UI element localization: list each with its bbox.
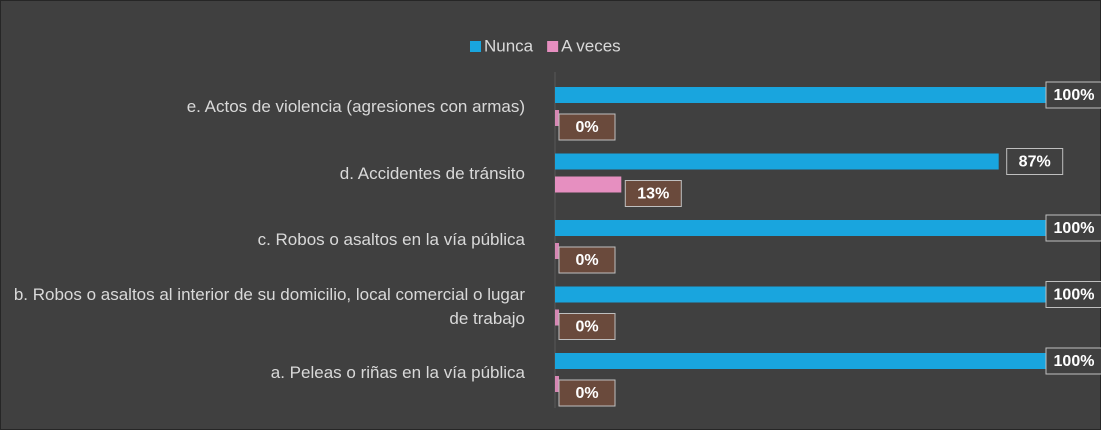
category-label: b. Robos o asaltos al interior de su dom… [13, 284, 525, 328]
category-label: c. Robos o asaltos en la vía pública [257, 230, 525, 249]
category-label: d. Accidentes de tránsito [339, 163, 525, 183]
value-label: 13% [637, 186, 669, 203]
bar-stub [555, 353, 559, 369]
value-label-box [1045, 81, 1101, 109]
value-label-box [1045, 214, 1101, 242]
value-label: 87% [1019, 154, 1051, 171]
bar [555, 87, 1065, 103]
category-label: e. Actos de violencia (agresiones con ar… [186, 97, 525, 116]
bar-stub [555, 309, 559, 326]
value-label: 100% [1054, 287, 1095, 304]
legend-label: Nunca [484, 36, 534, 55]
bar-stub [555, 176, 559, 193]
value-label-box [1006, 148, 1064, 175]
value-label-box [558, 246, 616, 274]
category-label: a. Peleas o riñas en la vía pública [270, 363, 525, 382]
bar-stub [555, 376, 559, 392]
value-label-box [558, 313, 616, 340]
bar [555, 286, 1065, 303]
value-label-box [1045, 347, 1101, 375]
legend-label: A veces [561, 36, 621, 55]
value-label: 100% [1054, 353, 1095, 370]
bar-stub [555, 220, 559, 236]
value-label: 0% [575, 119, 598, 136]
bar [555, 220, 1065, 236]
value-label: 0% [575, 252, 598, 269]
bar [555, 153, 999, 170]
value-label-box [624, 180, 682, 207]
value-label-box [558, 113, 616, 141]
bar-stub [555, 87, 559, 103]
bar [555, 176, 622, 193]
bar-stub [555, 153, 559, 170]
legend-swatch [470, 41, 481, 52]
bar-stub [555, 286, 559, 303]
value-label-box [558, 379, 616, 407]
legend-swatch [547, 41, 559, 52]
value-label: 0% [575, 319, 598, 336]
value-label: 0% [575, 385, 598, 402]
value-label-box [1045, 281, 1101, 308]
bar [555, 353, 1065, 369]
bar-stub [555, 243, 559, 259]
value-label: 100% [1054, 87, 1095, 104]
value-label: 100% [1054, 220, 1095, 237]
bar-stub [555, 110, 559, 126]
